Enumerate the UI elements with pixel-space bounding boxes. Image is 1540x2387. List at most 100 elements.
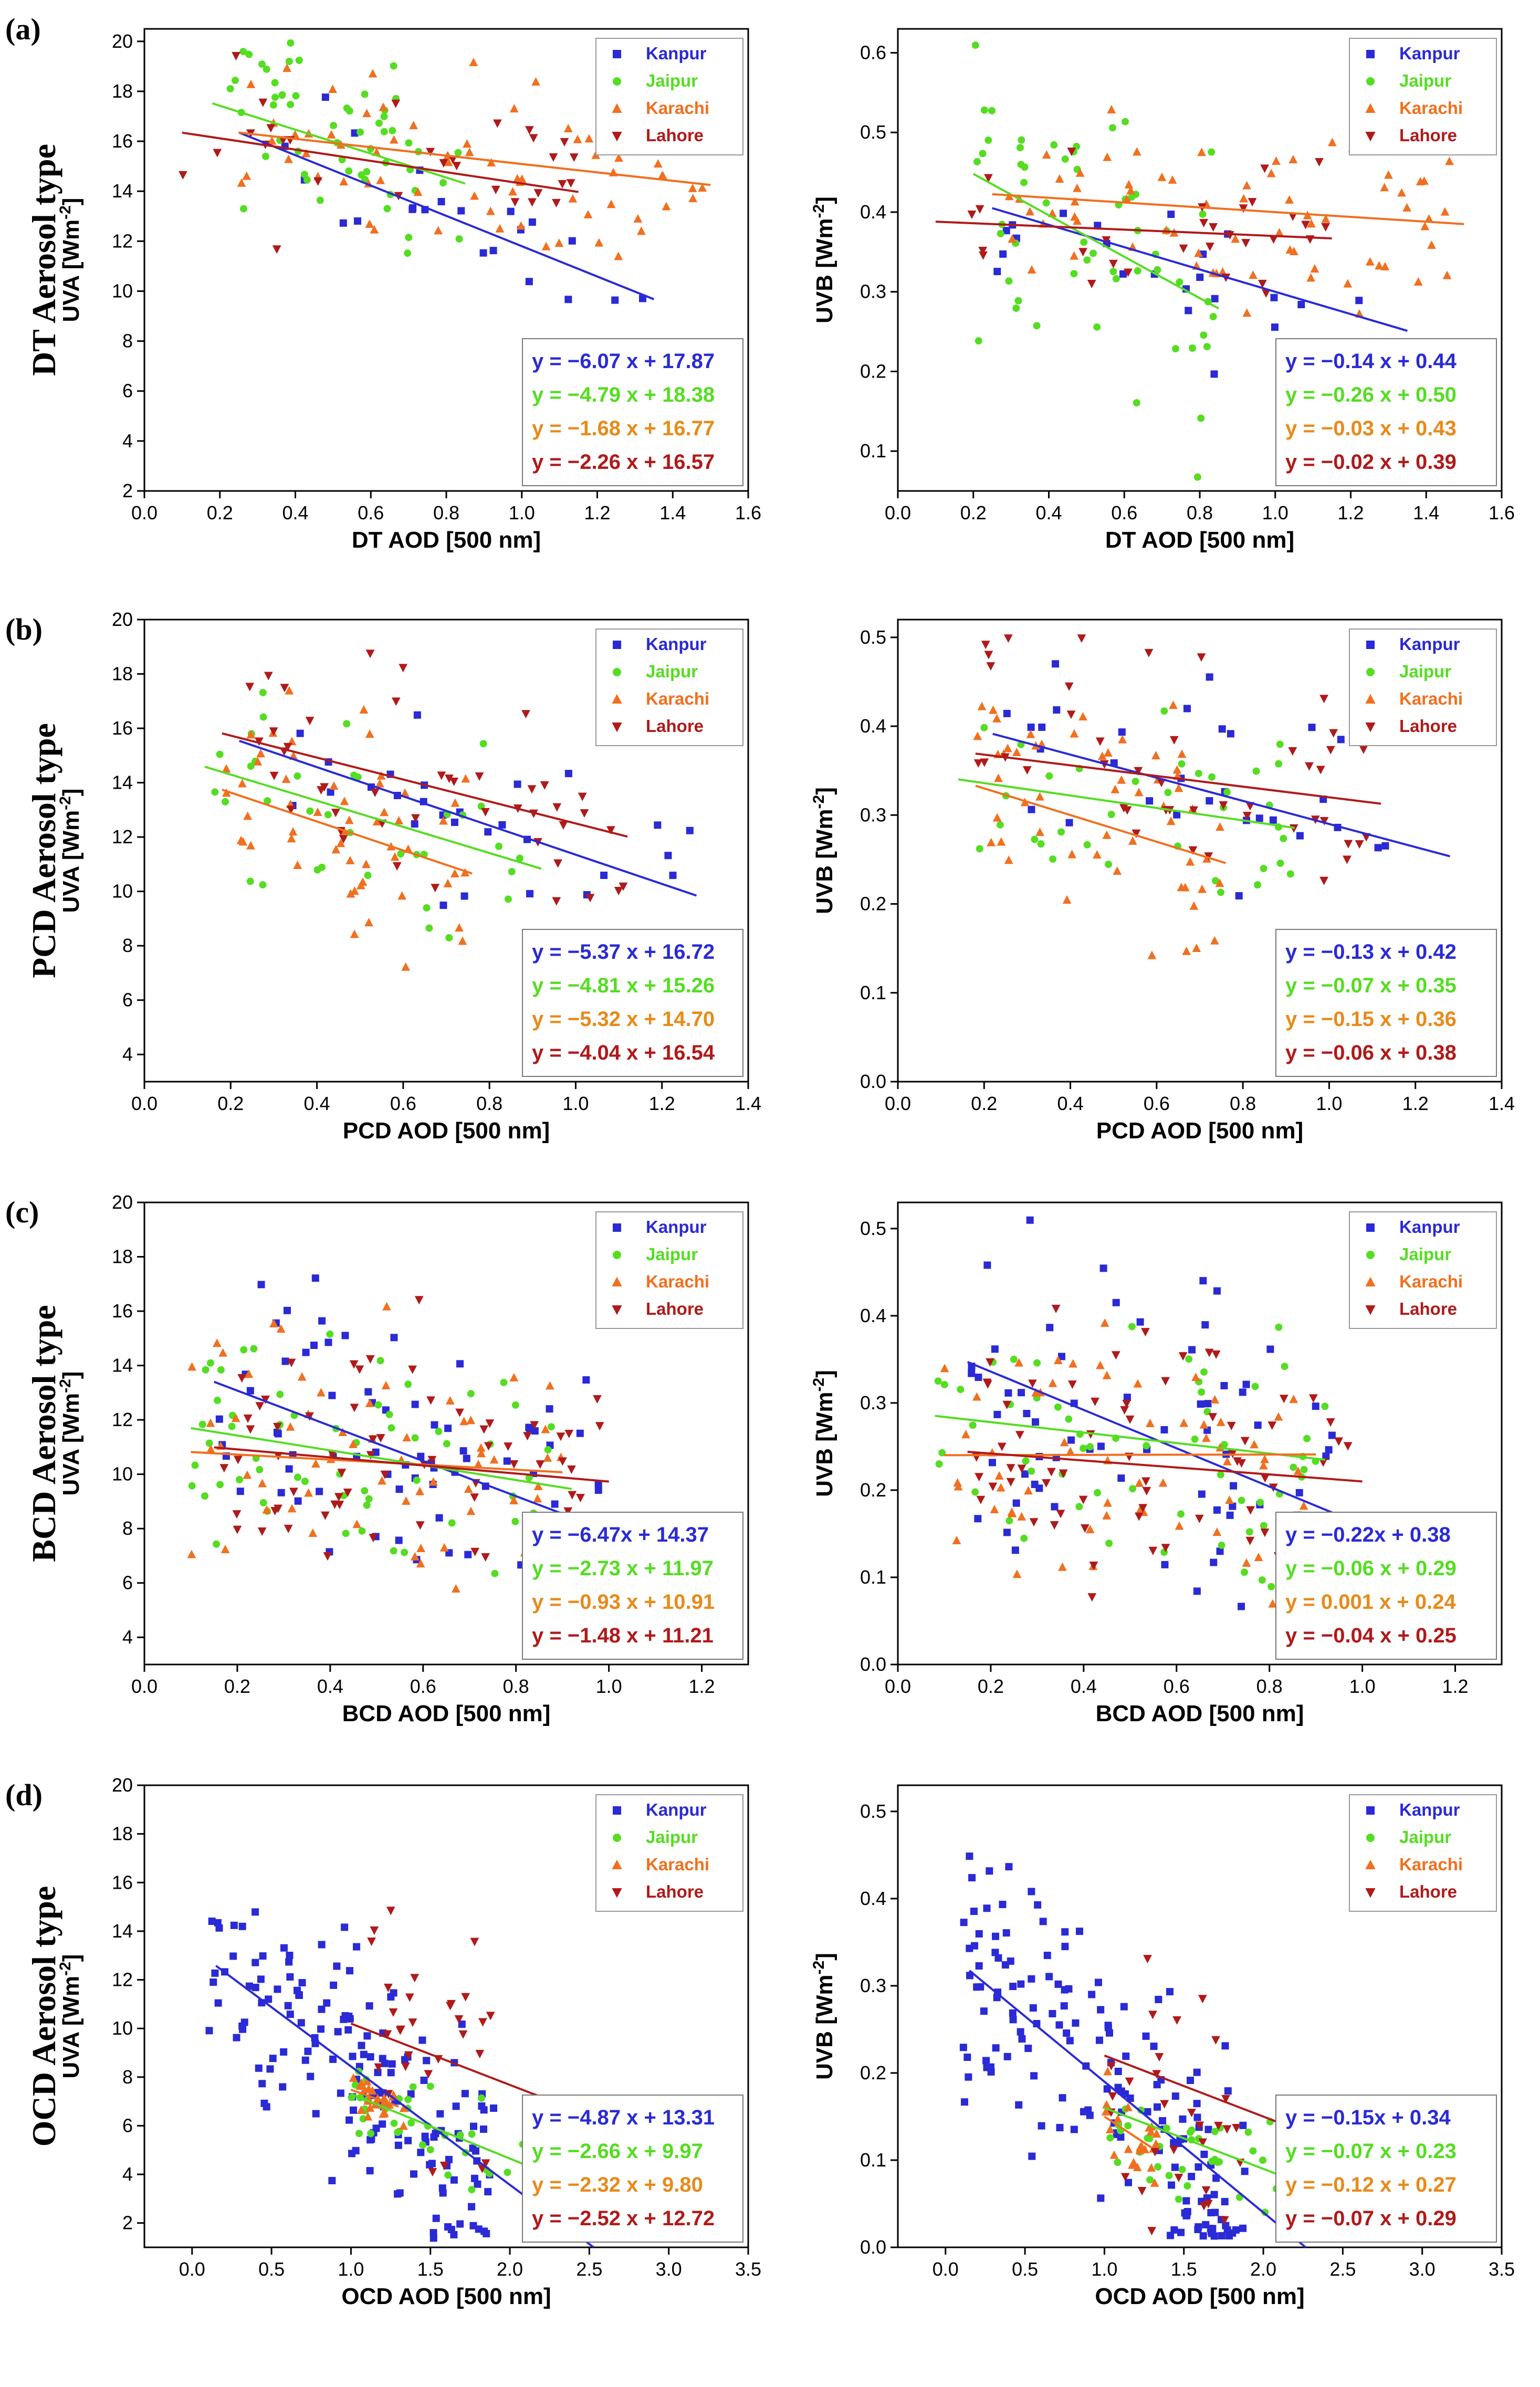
kanpur-point (327, 788, 334, 796)
jaipur-point (1208, 148, 1216, 156)
lahore-point (1209, 223, 1218, 232)
lahore-point (973, 759, 983, 768)
karachi-point (1068, 1359, 1078, 1368)
jaipur-point (1021, 163, 1029, 171)
jaipur-point (1290, 1463, 1297, 1471)
kanpur-point (1197, 1400, 1204, 1408)
kanpur-point (1112, 1299, 1120, 1306)
kanpur-point (1017, 2028, 1024, 2036)
kanpur-point (961, 2098, 969, 2106)
karachi-point (397, 891, 407, 900)
kanpur-point (395, 1485, 403, 1493)
kanpur-point (966, 1944, 973, 1952)
lahore-point (1199, 218, 1208, 228)
kanpur-point (273, 1428, 281, 1436)
karachi-point (1177, 749, 1187, 758)
karachi-point (1122, 194, 1132, 203)
x-axis-label: PCD AOD [500 nm] (1096, 1118, 1303, 1144)
equation-lahore: y = −0.07 x + 0.29 (1285, 2207, 1457, 2230)
kanpur-point (1185, 307, 1192, 315)
karachi-point (258, 1479, 267, 1488)
x-tick-label: 1.0 (596, 1676, 622, 1697)
lahore-point (366, 1451, 375, 1460)
lahore-point (1288, 212, 1297, 221)
karachi-point (1150, 2178, 1159, 2187)
jaipur-point (980, 106, 988, 114)
jaipur-point (1238, 1496, 1245, 1504)
chart-c-uvb: 0.0 0.2 0.4 0.6 0.8 1.0 1.20.00.10.20.30.40.5B… (810, 1201, 1503, 1726)
kanpur-point (970, 1908, 978, 1915)
jaipur-point (374, 1401, 382, 1409)
jaipur-point (407, 2119, 415, 2127)
kanpur-point (613, 1223, 621, 1232)
karachi-point (1254, 1552, 1263, 1562)
legend-label-jaipur: Jaipur (646, 1827, 698, 1847)
kanpur-point (395, 1536, 403, 1544)
kanpur-point (480, 2125, 488, 2133)
kanpur-point (450, 2176, 458, 2184)
lahore-point (1042, 1479, 1051, 1488)
lahore-point (349, 1360, 359, 1369)
karachi-point (362, 860, 371, 868)
lahore-point (484, 1442, 493, 1451)
jaipur-point (1211, 877, 1219, 885)
kanpur-point (664, 852, 672, 860)
lahore-point (405, 1993, 414, 2002)
karachi-point (243, 811, 253, 820)
jaipur-point (380, 128, 388, 135)
chart-d-uvb: 0.0 0.5 1.0 1.5 2.0 2.5 3.0 3.50.00.10.20.30.40… (810, 1784, 1515, 2309)
jaipur-point (1105, 861, 1113, 868)
karachi-point (653, 159, 663, 168)
kanpur-point (318, 1941, 326, 1949)
kanpur-point (1028, 2152, 1036, 2160)
x-tick-label: 1.5 (417, 2258, 444, 2280)
y-tick-label: 12 (112, 1409, 133, 1430)
x-tick-label: 1.2 (1337, 502, 1364, 524)
kanpur-point (1031, 1480, 1039, 1488)
lahore-point (1022, 766, 1032, 775)
lahore-point (1150, 2148, 1160, 2156)
jaipur-point (390, 2119, 398, 2127)
jaipur-point (1121, 118, 1129, 125)
lahore-point (984, 651, 993, 659)
karachi-point (1103, 152, 1112, 161)
jaipur-point (1165, 2172, 1173, 2180)
x-tick-label: 1.4 (1413, 502, 1439, 524)
lahore-point (559, 821, 568, 830)
karachi-point (288, 827, 298, 836)
lahore-point (219, 1464, 229, 1473)
kanpur-point (283, 1306, 291, 1314)
karachi-point (1111, 784, 1120, 793)
jaipur-point (385, 1410, 393, 1418)
y-axis-label: UVA [Wm-2] (57, 198, 84, 322)
kanpur-point (1188, 2173, 1196, 2181)
kanpur-point (238, 1922, 246, 1930)
kanpur-point (514, 780, 521, 788)
kanpur-point (999, 250, 1007, 258)
kanpur-point (266, 2065, 274, 2073)
jaipur-point (411, 1434, 419, 1442)
jaipur-point (350, 771, 358, 779)
jaipur-point (1240, 1568, 1248, 1576)
karachi-point (328, 85, 338, 93)
karachi-point (1299, 1501, 1308, 1510)
x-tick-label: 2.5 (576, 2258, 602, 2280)
kanpur-point (407, 2090, 415, 2098)
lahore-point (978, 247, 988, 256)
x-tick-label: 0.0 (179, 2258, 205, 2280)
kanpur-point (257, 1975, 265, 1983)
jaipur-point (390, 1547, 397, 1555)
lahore-point (556, 1432, 565, 1441)
lahore-point (560, 138, 569, 147)
jaipur-point (976, 845, 983, 853)
kanpur-point (1065, 1985, 1073, 1993)
karachi-point (1197, 148, 1206, 156)
kanpur-point (1075, 1928, 1083, 1935)
kanpur-point (1061, 1928, 1069, 1936)
kanpur-point (350, 2106, 358, 2114)
jaipur-point (1014, 297, 1022, 305)
karachi-point (1003, 744, 1012, 752)
karachi-point (400, 788, 410, 797)
kanpur-point (459, 1447, 467, 1455)
y-tick-label: 14 (112, 180, 133, 202)
